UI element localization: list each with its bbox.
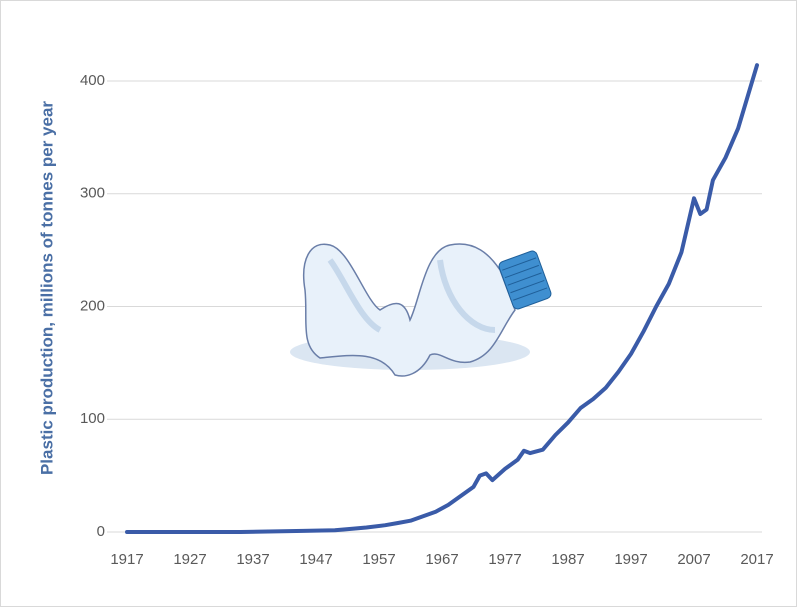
x-tick-label: 1987	[551, 551, 584, 568]
x-tick-label: 1967	[425, 551, 458, 568]
y-tick-label: 0	[97, 523, 105, 540]
x-tick-label: 1997	[614, 551, 647, 568]
y-axis-title: Plastic production, millions of tonnes p…	[37, 101, 56, 475]
y-tick-label: 300	[80, 185, 105, 202]
data-line	[125, 63, 759, 534]
x-tick-label: 1917	[110, 551, 143, 568]
y-tick-label: 100	[80, 410, 105, 427]
x-tick-label: 1977	[488, 551, 521, 568]
y-tick-label: 400	[80, 72, 105, 89]
y-tick-label: 200	[80, 297, 105, 314]
x-tick-label: 2007	[677, 551, 710, 568]
bottle-illustration	[290, 243, 552, 377]
x-tick-label: 1937	[236, 551, 269, 568]
x-tick-label: 2017	[740, 551, 773, 568]
x-tick-label: 1957	[362, 551, 395, 568]
x-tick-label: 1947	[299, 551, 332, 568]
x-tick-label: 1927	[173, 551, 206, 568]
